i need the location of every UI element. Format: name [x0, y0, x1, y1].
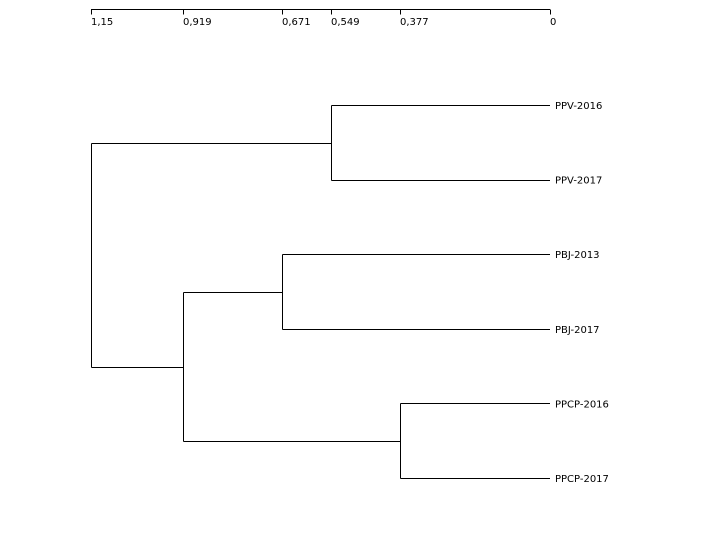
dendrogram-tree [91, 105, 550, 479]
leaf-labels: PPV-2016 PPV-2017 PBJ-2013 PBJ-2017 PPCP-201… [555, 101, 609, 485]
scale-tick-label: 0,671 [282, 17, 311, 28]
distance-scale-axis: 1,15 0,919 0,671 0,549 0,377 0 [91, 9, 556, 28]
leaf-label: PPCP-2016 [555, 399, 609, 410]
leaf-label: PBJ-2013 [555, 250, 600, 261]
leaf-label: PPV-2016 [555, 101, 602, 112]
scale-tick-label: 1,15 [91, 17, 113, 28]
scale-tick-label: 0,377 [400, 17, 429, 28]
scale-tick-label: 0,919 [183, 17, 212, 28]
scale-tick-label: 0 [550, 17, 556, 28]
leaf-label: PPV-2017 [555, 176, 602, 187]
leaf-label: PBJ-2017 [555, 325, 600, 336]
leaf-label: PPCP-2017 [555, 474, 609, 485]
scale-tick-label: 0,549 [331, 17, 360, 28]
